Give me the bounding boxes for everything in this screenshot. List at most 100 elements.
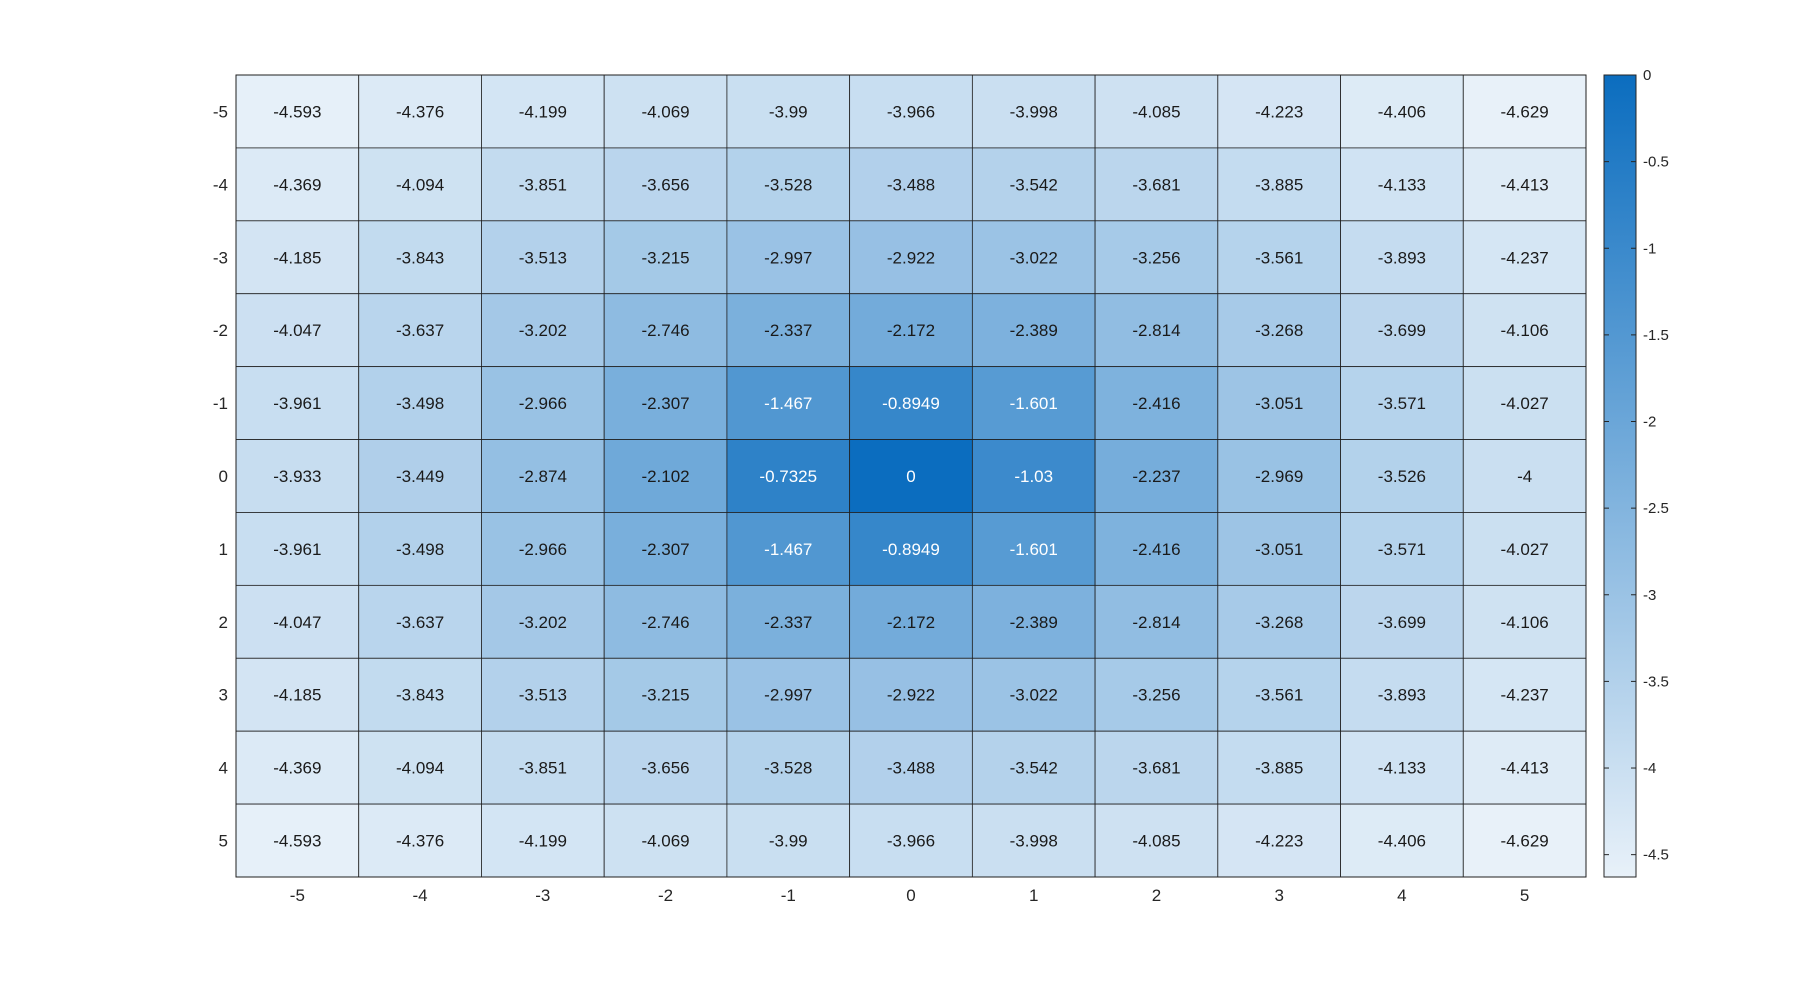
- heatmap-cell: [849, 584, 973, 659]
- heatmap-cell-label: -3.99: [769, 832, 808, 851]
- heatmap-cell-label: -4.199: [519, 832, 567, 851]
- heatmap-cell-label: -4.376: [396, 102, 444, 121]
- heatmap-cell: [1462, 439, 1587, 513]
- heatmap-cell: [235, 730, 360, 805]
- heatmap-cell-label: -4.069: [641, 832, 689, 851]
- heatmap-cell-label: -3.961: [273, 540, 321, 559]
- heatmap-cell: [358, 74, 482, 149]
- heatmap-cell-label: -2.814: [1132, 613, 1180, 632]
- heatmap-cell-label: -0.7325: [759, 467, 817, 486]
- heatmap-cell: [1340, 293, 1464, 368]
- heatmap-cell-label: -1.601: [1010, 540, 1058, 559]
- colorbar-tick-label: -1.5: [1643, 327, 1669, 344]
- heatmap-cells: -4.593 -4.376 -4.199 -4.069 -3.99 -3.966 -3.99…: [235, 74, 1587, 878]
- colorbar-tick-label: -1: [1643, 240, 1656, 257]
- heatmap-cell-label: -2.172: [887, 321, 935, 340]
- heatmap-cell-label: -3.542: [1010, 175, 1058, 194]
- heatmap-cell: [726, 220, 851, 295]
- heatmap-cell: [726, 512, 851, 586]
- y-axis-tick-labels: -5 -4 -3 -2 -1 0 1 2 3 4 5: [213, 102, 228, 850]
- heatmap-cell: [358, 147, 482, 222]
- heatmap-cell: [1340, 366, 1464, 440]
- heatmap-cell: [1217, 439, 1341, 513]
- colorbar-tick-label: -3.5: [1643, 673, 1669, 690]
- heatmap-cell-label: -2.997: [764, 248, 812, 267]
- y-tick-label: 1: [219, 540, 228, 559]
- heatmap-cell-label: -3.699: [1378, 321, 1426, 340]
- heatmap-cell-label: -3.933: [273, 467, 321, 486]
- colorbar-tick-label: -2.5: [1643, 500, 1669, 517]
- heatmap-cell: [358, 803, 482, 878]
- heatmap-cell: [603, 293, 728, 368]
- heatmap-cell: [1094, 512, 1219, 586]
- x-tick-label: -3: [535, 886, 550, 905]
- heatmap-cell-label: -4.413: [1501, 175, 1549, 194]
- heatmap-cell-label: -4.094: [396, 759, 444, 778]
- heatmap-cell: [849, 220, 973, 295]
- heatmap-cell: [849, 147, 973, 222]
- y-tick-label: 2: [219, 613, 228, 632]
- heatmap-cell-label: -3.488: [887, 759, 935, 778]
- heatmap-cell: [1340, 512, 1464, 586]
- heatmap-cell-label: -4.069: [641, 102, 689, 121]
- heatmap-cell-label: -4.185: [273, 686, 321, 705]
- heatmap-cell: [1340, 147, 1464, 222]
- heatmap-cell: [1462, 512, 1587, 586]
- heatmap-cell: [603, 147, 728, 222]
- heatmap-cell: [1340, 657, 1464, 732]
- heatmap-cell: [481, 512, 605, 586]
- heatmap-cell: [849, 366, 973, 440]
- heatmap-cell: [603, 512, 728, 586]
- heatmap-cell: [849, 293, 973, 368]
- heatmap-cell: [603, 730, 728, 805]
- heatmap-cell-label: -3.561: [1255, 686, 1303, 705]
- heatmap-cell-label: -1.467: [764, 540, 812, 559]
- heatmap-cell-label: -3.488: [887, 175, 935, 194]
- heatmap-cell-label: -4.094: [396, 175, 444, 194]
- heatmap-cell: [481, 730, 605, 805]
- heatmap-cell-label: -2.172: [887, 613, 935, 632]
- heatmap-cell-label: -3.528: [764, 759, 812, 778]
- heatmap-cell-label: -3.851: [519, 759, 567, 778]
- heatmap-cell: [235, 220, 360, 295]
- heatmap-cell-label: -3.966: [887, 832, 935, 851]
- heatmap-cell: [849, 657, 973, 732]
- heatmap-cell-label: -3.542: [1010, 759, 1058, 778]
- colorbar-tick-label: -0.5: [1643, 154, 1669, 171]
- heatmap-cell: [603, 657, 728, 732]
- x-tick-label: -2: [658, 886, 673, 905]
- heatmap-cell-label: -4.376: [396, 832, 444, 851]
- heatmap-cell: [1094, 657, 1219, 732]
- heatmap-cell: [481, 293, 605, 368]
- heatmap-cell-label: -3.843: [396, 248, 444, 267]
- heatmap-cell-label: -3.528: [764, 175, 812, 194]
- heatmap-cell: [481, 657, 605, 732]
- heatmap-cell: [1462, 366, 1587, 440]
- heatmap-cell-label: -3.498: [396, 540, 444, 559]
- heatmap-cell-label: -4.629: [1501, 102, 1549, 121]
- heatmap-cell: [726, 803, 851, 878]
- heatmap-cell: [1217, 584, 1341, 659]
- heatmap-cell-label: -3.99: [769, 102, 808, 121]
- heatmap-cell-label: -2.307: [641, 394, 689, 413]
- heatmap-cell-label: -3.885: [1255, 175, 1303, 194]
- heatmap-cell: [971, 584, 1096, 659]
- heatmap-cell: [358, 293, 482, 368]
- heatmap-cell: [358, 439, 482, 513]
- heatmap-cell: [971, 293, 1096, 368]
- heatmap-cell: [481, 147, 605, 222]
- heatmap-cell: [235, 147, 360, 222]
- heatmap-cell-label: -2.237: [1132, 467, 1180, 486]
- colorbar: 0 -0.5 -1 -1.5 -2 -2.5 -3 -3.5 -4 -4.5: [1603, 67, 1669, 878]
- heatmap-cell: [481, 366, 605, 440]
- y-tick-label: 5: [219, 832, 228, 851]
- heatmap-cell-label: -4.133: [1378, 175, 1426, 194]
- heatmap-cell-label: -2.337: [764, 613, 812, 632]
- heatmap-cell: [1217, 220, 1341, 295]
- x-tick-label: 0: [906, 886, 915, 905]
- heatmap-cell: [1340, 74, 1464, 149]
- heatmap-cell-label: -4.085: [1132, 102, 1180, 121]
- heatmap-cell: [358, 366, 482, 440]
- heatmap-cell-label: -3.526: [1378, 467, 1426, 486]
